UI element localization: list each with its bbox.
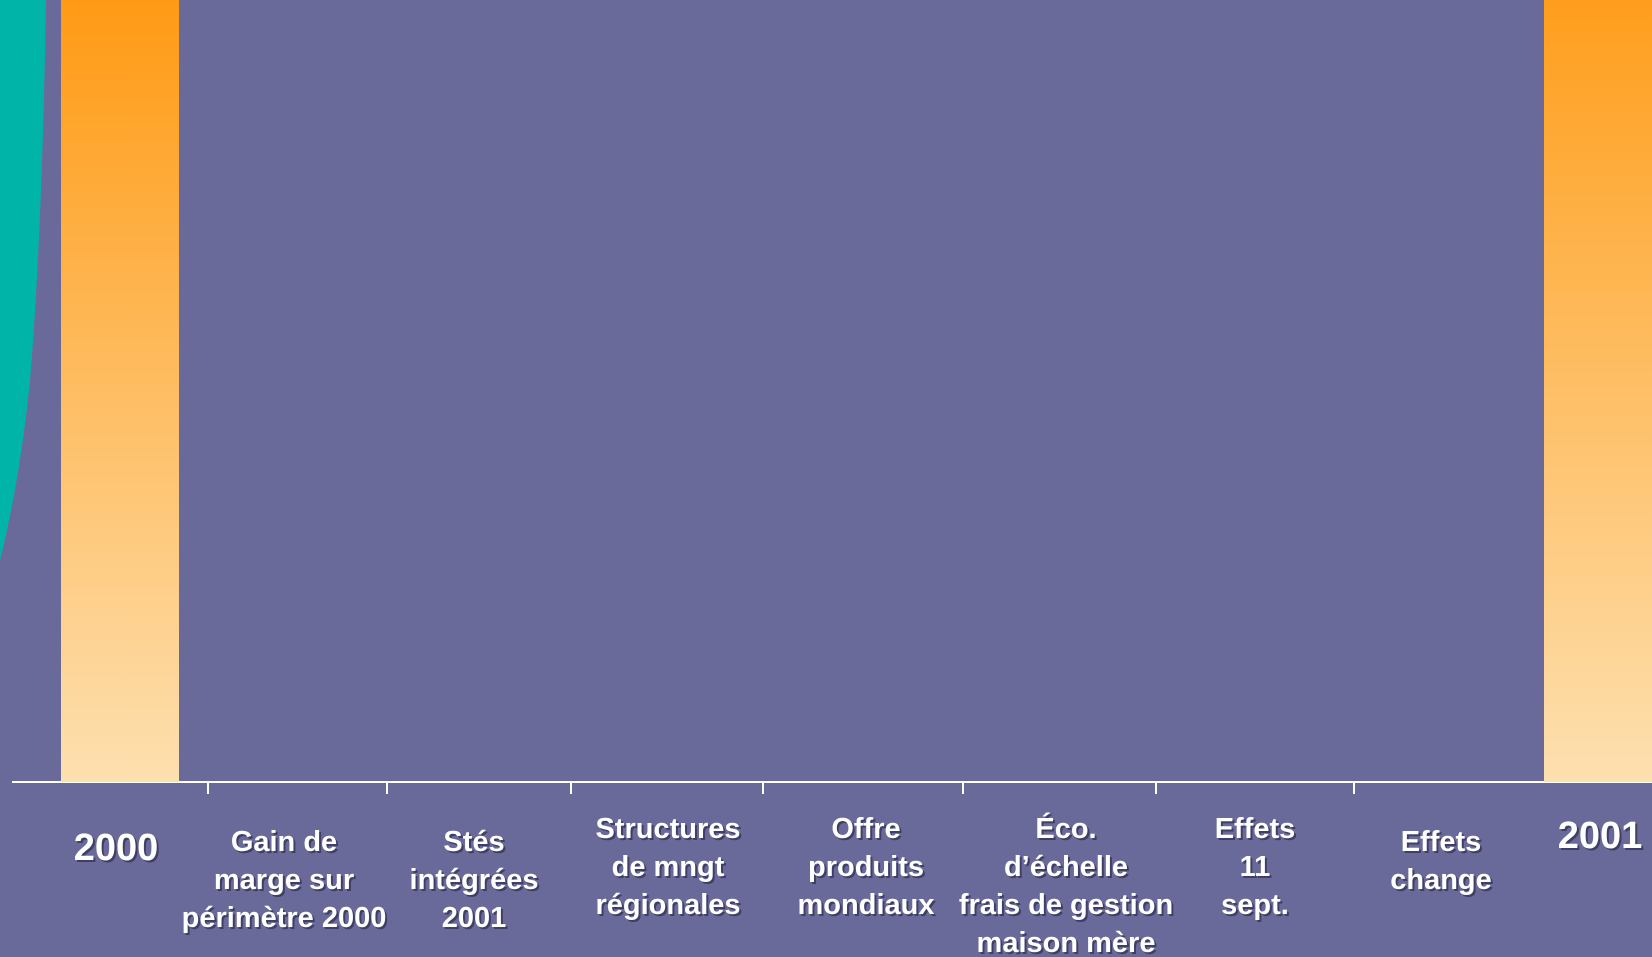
category-label-line: change xyxy=(1390,864,1492,896)
category-label-line: Offre xyxy=(831,813,900,845)
bar-total-2001 xyxy=(1544,0,1652,782)
category-label-line: périmètre 2000 xyxy=(182,902,387,934)
category-label-line: de mngt xyxy=(612,851,725,883)
category-label-line: Structures xyxy=(595,813,740,845)
category-label-line: Stés xyxy=(443,826,504,858)
category-label-line-shadow: marge sur xyxy=(216,866,356,898)
category-label-line: Gain de xyxy=(231,826,337,858)
category-label-line: sept. xyxy=(1221,889,1289,921)
bar-total-2000 xyxy=(61,0,179,783)
category-label-line: produits xyxy=(808,851,924,883)
category-label-2000-shadow: 2000 xyxy=(76,829,161,871)
category-label-line-shadow: Effets xyxy=(1217,815,1298,847)
category-label-line-shadow: Effets xyxy=(1403,828,1484,860)
category-label-line: intégrées xyxy=(410,864,539,896)
category-label-line-shadow: Offre xyxy=(833,815,902,847)
category-label-line: d’échelle xyxy=(1004,851,1128,883)
category-label-line-shadow: de mngt xyxy=(614,853,727,885)
category-label-line: mondiaux xyxy=(798,889,935,921)
category-label-line-shadow: 11 xyxy=(1242,853,1273,885)
category-label-line: 11 xyxy=(1240,851,1271,883)
teal-accent-shape xyxy=(0,0,46,560)
category-label-line: 2001 xyxy=(442,902,507,934)
category-label-2001-shadow: 2001 xyxy=(1560,817,1645,859)
category-label-line: Effets xyxy=(1401,826,1482,858)
category-label-line: marge sur xyxy=(214,864,354,896)
category-label-line-shadow: sept. xyxy=(1223,891,1291,923)
category-label-line: Éco. xyxy=(1035,811,1096,845)
category-label-line-shadow: change xyxy=(1392,866,1494,898)
category-label-line-shadow: mondiaux xyxy=(800,891,937,923)
category-label-line-shadow: maison mère xyxy=(979,929,1158,957)
category-label-line-shadow: Éco. xyxy=(1037,813,1098,847)
category-label-line-shadow: régionales xyxy=(597,891,742,923)
category-label-line-shadow: Stés xyxy=(445,828,506,860)
category-label-line-shadow: frais de gestion xyxy=(961,891,1175,923)
category-label-line-shadow: Gain de xyxy=(233,828,339,860)
category-label-line-shadow: d’échelle xyxy=(1006,853,1130,885)
category-label-line-shadow: périmètre 2000 xyxy=(184,904,389,936)
category-label-line: frais de gestion xyxy=(959,889,1173,921)
category-label-2001: 2001 xyxy=(1558,815,1643,857)
category-label-line: maison mère xyxy=(977,927,1156,957)
category-label-line: régionales xyxy=(595,889,740,921)
category-label-line-shadow: Structures xyxy=(597,815,742,847)
category-label-line: Effets xyxy=(1215,813,1296,845)
category-label-line-shadow: produits xyxy=(810,853,926,885)
category-label-line-shadow: 2001 xyxy=(444,904,509,936)
category-label-line-shadow: intégrées xyxy=(412,866,541,898)
category-label-2000: 2000 xyxy=(74,827,159,869)
